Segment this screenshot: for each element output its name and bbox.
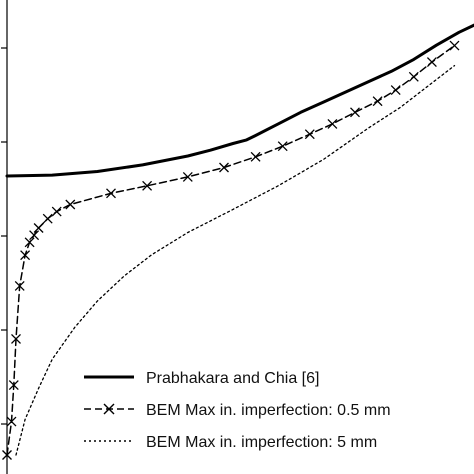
data-point-x-marker bbox=[51, 206, 62, 217]
data-point-x-marker bbox=[24, 237, 35, 248]
data-point-x-marker bbox=[2, 450, 12, 460]
legend-marker-x bbox=[103, 403, 115, 415]
data-point-x-marker bbox=[42, 213, 53, 224]
data-point-x-marker bbox=[277, 141, 288, 152]
data-point-x-marker bbox=[142, 180, 153, 191]
y-axis bbox=[1, 0, 8, 474]
data-point-x-marker bbox=[219, 162, 229, 173]
data-point-x-marker bbox=[6, 416, 17, 427]
data-point-x-marker bbox=[8, 380, 19, 391]
data-point-x-marker bbox=[426, 57, 437, 68]
data-point-x-marker bbox=[20, 250, 31, 261]
data-point-x-marker bbox=[65, 199, 76, 210]
data-point-x-marker bbox=[390, 85, 401, 96]
data-point-x-marker bbox=[350, 107, 360, 118]
plot-area bbox=[2, 23, 474, 460]
series-line-1 bbox=[5, 23, 474, 178]
legend: Prabhakara and Chia [6] BEM Max in. impe… bbox=[84, 370, 391, 451]
legend-label-bem-5: BEM Max in. imperfection: 5 mm bbox=[146, 434, 377, 451]
data-point-x-marker bbox=[11, 333, 21, 344]
data-point-x-marker bbox=[408, 71, 419, 82]
series-line-3 bbox=[15, 64, 456, 456]
data-point-x-marker bbox=[29, 230, 40, 241]
data-point-x-marker bbox=[250, 151, 261, 162]
data-point-x-marker bbox=[106, 188, 116, 199]
legend-item-prabhakara: Prabhakara and Chia [6] bbox=[84, 370, 319, 387]
data-point-x-marker bbox=[33, 223, 44, 233]
data-point-x-marker bbox=[14, 280, 25, 291]
legend-label-bem-05: BEM Max in. imperfection: 0.5 mm bbox=[146, 402, 391, 419]
series-line-2 bbox=[6, 44, 456, 456]
data-point-x-marker bbox=[327, 118, 338, 129]
data-point-x-marker bbox=[372, 96, 383, 107]
legend-label-prabhakara: Prabhakara and Chia [6] bbox=[146, 370, 319, 387]
legend-item-bem-5: BEM Max in. imperfection: 5 mm bbox=[84, 434, 377, 451]
data-point-x-marker bbox=[449, 40, 460, 51]
data-point-x-marker bbox=[182, 171, 193, 182]
legend-item-bem-05: BEM Max in. imperfection: 0.5 mm bbox=[84, 402, 391, 419]
data-point-x-marker bbox=[304, 129, 315, 140]
